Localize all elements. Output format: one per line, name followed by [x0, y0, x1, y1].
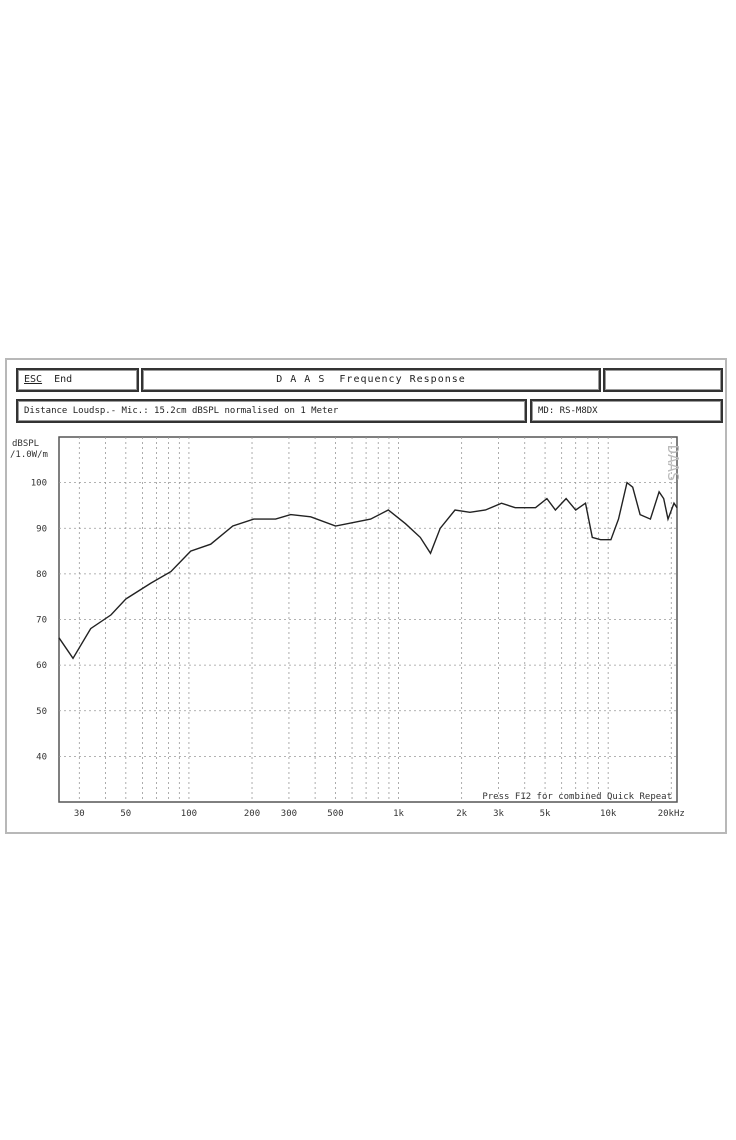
- y-tick-label: 100: [31, 479, 47, 489]
- x-tick-label: 1k: [393, 809, 404, 819]
- x-tick-label: 5k: [540, 809, 551, 819]
- daas-watermark: DAAS: [664, 445, 682, 481]
- x-tick-label: 500: [327, 809, 343, 819]
- y-tick-label: 50: [36, 707, 47, 717]
- y-tick-label: 90: [36, 524, 47, 534]
- x-tick-label: 2k: [456, 809, 467, 819]
- y-axis-label-line1: dBSPL: [12, 439, 39, 449]
- x-tick-label: 3k: [493, 809, 504, 819]
- x-tick-label: 300: [281, 809, 297, 819]
- end-label: End: [54, 374, 73, 385]
- x-tick-label: 30: [74, 809, 85, 819]
- right-header-box: [603, 368, 723, 392]
- footer-note: Press F12 for combined Quick Repeat: [482, 792, 672, 802]
- x-tick-label: 20kHz: [658, 809, 685, 819]
- y-tick-label: 40: [36, 752, 47, 762]
- esc-key-label: ESC: [24, 374, 43, 385]
- x-tick-label: 50: [120, 809, 131, 819]
- x-tick-label: 100: [181, 809, 197, 819]
- x-tick-label: 200: [244, 809, 260, 819]
- chart-title: D A A S Frequency Response: [141, 368, 601, 392]
- y-tick-label: 60: [36, 661, 47, 671]
- y-axis-label-line2: /1.0W/m: [10, 450, 48, 460]
- y-tick-label: 80: [36, 570, 47, 580]
- y-tick-label: 70: [36, 616, 47, 626]
- measurement-info: Distance Loudsp.- Mic.: 15.2cm dBSPL nor…: [16, 399, 527, 423]
- model-info: MD: RS-M8DX: [530, 399, 723, 423]
- x-tick-label: 10k: [600, 809, 617, 819]
- series-line: [58, 481, 678, 660]
- esc-end-button[interactable]: ESC End: [16, 368, 139, 392]
